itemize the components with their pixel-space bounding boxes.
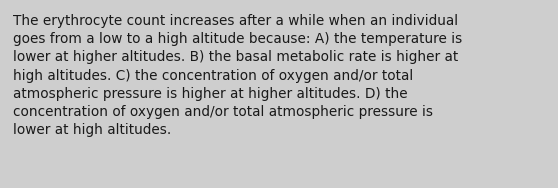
Text: The erythrocyte count increases after a while when an individual
goes from a low: The erythrocyte count increases after a … [13, 14, 462, 137]
